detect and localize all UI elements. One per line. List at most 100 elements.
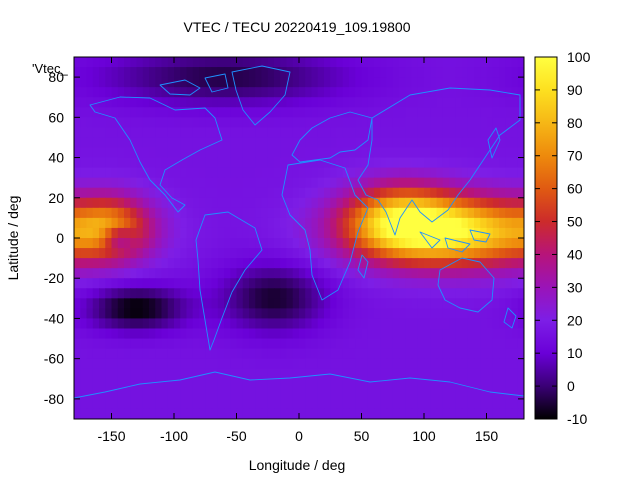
heatmap-cell bbox=[486, 77, 494, 88]
heatmap-cell bbox=[392, 338, 400, 350]
heatmap-cell bbox=[386, 388, 394, 400]
colorbar-tick-label: 70 bbox=[567, 148, 583, 164]
heatmap-cell bbox=[130, 147, 138, 159]
heatmap-cell bbox=[342, 248, 350, 259]
heatmap-cell bbox=[467, 388, 475, 400]
heatmap-cell bbox=[249, 238, 256, 249]
heatmap-cell bbox=[499, 278, 506, 289]
heatmap-cell bbox=[224, 187, 231, 199]
heatmap-cell bbox=[517, 268, 524, 279]
heatmap-cell bbox=[517, 368, 524, 380]
heatmap-cell bbox=[399, 87, 406, 98]
heatmap-cell bbox=[224, 67, 231, 78]
heatmap-cell bbox=[330, 57, 338, 68]
heatmap-cell bbox=[474, 298, 481, 309]
heatmap-cell bbox=[74, 117, 81, 128]
heatmap-cell bbox=[205, 378, 213, 390]
heatmap-cell bbox=[211, 308, 219, 320]
heatmap-cell bbox=[142, 57, 150, 68]
heatmap-cell bbox=[424, 77, 431, 88]
heatmap-cell bbox=[336, 358, 344, 370]
heatmap-cell bbox=[142, 177, 150, 189]
heatmap-cell bbox=[305, 268, 313, 279]
heatmap-cell bbox=[511, 328, 519, 340]
heatmap-cell bbox=[467, 117, 475, 128]
heatmap-cell bbox=[392, 197, 400, 209]
heatmap-cell bbox=[386, 368, 394, 380]
heatmap-cell bbox=[186, 187, 194, 199]
colorbar-tick-label: -10 bbox=[567, 411, 587, 427]
heatmap-cell bbox=[111, 127, 119, 139]
heatmap-cell bbox=[149, 358, 156, 370]
heatmap-cell bbox=[424, 308, 431, 320]
heatmap-cell bbox=[211, 57, 219, 68]
heatmap-cell bbox=[161, 398, 169, 410]
heatmap-cell bbox=[80, 398, 88, 410]
heatmap-cell bbox=[317, 408, 325, 419]
heatmap-cell bbox=[517, 298, 524, 309]
heatmap-cell bbox=[311, 318, 319, 330]
heatmap-cell bbox=[480, 187, 488, 199]
heatmap-cell bbox=[474, 408, 481, 419]
heatmap-cell bbox=[186, 368, 194, 380]
heatmap-cell bbox=[455, 107, 463, 118]
heatmap-cell bbox=[186, 207, 194, 219]
heatmap-cell bbox=[105, 177, 113, 189]
heatmap-cell bbox=[305, 288, 313, 299]
heatmap-cell bbox=[292, 348, 300, 360]
heatmap-cell bbox=[342, 147, 350, 159]
heatmap-cell bbox=[211, 358, 219, 370]
heatmap-cell bbox=[317, 137, 325, 149]
heatmap-cell bbox=[267, 127, 275, 139]
heatmap-cell bbox=[199, 388, 206, 400]
heatmap-cell bbox=[74, 137, 81, 149]
heatmap-cell bbox=[92, 157, 100, 169]
heatmap-cell bbox=[249, 378, 256, 390]
heatmap-cell bbox=[267, 268, 275, 279]
heatmap-cell bbox=[161, 328, 169, 340]
heatmap-cell bbox=[186, 167, 194, 179]
heatmap-cell bbox=[224, 227, 231, 239]
heatmap-cell bbox=[374, 57, 381, 68]
heatmap-cell bbox=[311, 197, 319, 209]
heatmap-cell bbox=[149, 147, 156, 159]
heatmap-cell bbox=[242, 227, 250, 239]
heatmap-cell bbox=[499, 227, 506, 239]
heatmap-cell bbox=[99, 227, 106, 239]
heatmap-cell bbox=[492, 167, 500, 179]
heatmap-cell bbox=[399, 388, 406, 400]
heatmap-cell bbox=[386, 248, 394, 259]
heatmap-cell bbox=[142, 157, 150, 169]
heatmap-cell bbox=[367, 107, 375, 118]
heatmap-cell bbox=[274, 57, 281, 68]
heatmap-cell bbox=[392, 368, 400, 380]
heatmap-cell bbox=[261, 308, 269, 320]
heatmap-cell bbox=[349, 57, 356, 68]
heatmap-cell bbox=[517, 358, 524, 370]
heatmap-cell bbox=[267, 57, 275, 68]
heatmap-cell bbox=[386, 167, 394, 179]
coastline-north-america bbox=[89, 96, 223, 213]
heatmap-cell bbox=[267, 77, 275, 88]
heatmap-cell bbox=[386, 127, 394, 139]
heatmap-cell bbox=[430, 348, 438, 360]
heatmap-cell bbox=[317, 238, 325, 249]
heatmap-cell bbox=[249, 117, 256, 128]
heatmap-cell bbox=[292, 157, 300, 169]
heatmap-cell bbox=[92, 97, 100, 108]
heatmap-cell bbox=[336, 288, 344, 299]
heatmap-cell bbox=[330, 338, 338, 350]
heatmap-cell bbox=[430, 137, 438, 149]
heatmap-cell bbox=[167, 177, 175, 189]
heatmap-cell bbox=[455, 167, 463, 179]
heatmap-cell bbox=[249, 197, 256, 209]
y-tick-label: 40 bbox=[48, 150, 64, 166]
heatmap-cell bbox=[286, 157, 294, 169]
heatmap-cell bbox=[399, 348, 406, 360]
heatmap-cell bbox=[430, 248, 438, 259]
heatmap-cell bbox=[305, 187, 313, 199]
heatmap-cell bbox=[292, 117, 300, 128]
heatmap-cell bbox=[224, 217, 231, 229]
heatmap-cell bbox=[249, 67, 256, 78]
heatmap-cell bbox=[286, 107, 294, 118]
